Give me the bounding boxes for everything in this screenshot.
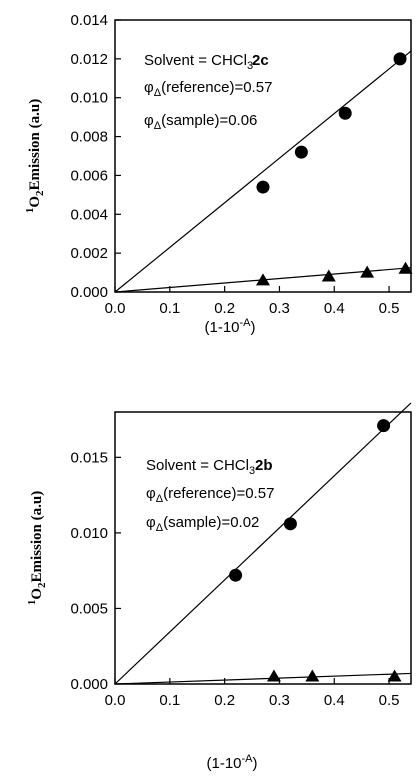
fit-line-circle [114, 402, 412, 685]
panel-label: 2c [252, 52, 269, 69]
x-tick-label: 0.5 [379, 692, 400, 709]
annotation-phi-sample: φΔ(sample)=0.06 [144, 112, 257, 132]
y-axis-label: 1O2Emission (a.u) [26, 491, 48, 605]
y-axis-label-o: O [29, 588, 45, 600]
y-tick-label: 0.006 [70, 167, 108, 184]
y-tick-label: 0.000 [70, 676, 108, 693]
data-point-triangle [321, 269, 336, 282]
x-tick-label: 0.2 [214, 300, 235, 317]
annotation-phi-sample: φΔ(sample)=0.02 [146, 514, 259, 534]
data-point-circle [256, 180, 270, 194]
data-point-triangle [360, 265, 375, 278]
y-axis: 0.000 0.002 0.004 0.006 0.008 0.010 0.012 0.014 [70, 12, 121, 301]
data-point-circle [294, 145, 308, 159]
x-tick-label: 0.0 [105, 692, 126, 709]
data-point-triangle [266, 669, 281, 682]
data-point-circle [377, 419, 391, 433]
data-point-circle [338, 106, 352, 120]
solvent-subscript: 3 [249, 465, 255, 477]
annotation-solvent: Solvent = CHCl3 [144, 52, 253, 72]
x-axis-label-main: (1-10 [206, 755, 241, 772]
x-axis-label-main: (1-10 [204, 319, 239, 336]
solvent-text: Solvent = CHCl [144, 52, 247, 69]
y-axis-label-sub: 2 [36, 582, 48, 588]
reference-value: (reference)=0.57 [161, 79, 272, 96]
x-tick-label: 0.3 [269, 300, 290, 317]
y-tick-label: 0.008 [70, 129, 108, 146]
x-axis-label-sup: -A [242, 753, 254, 765]
solvent-text: Solvent = CHCl [146, 457, 249, 474]
data-point-circle [283, 517, 297, 531]
data-point-triangle [398, 261, 413, 274]
y-tick-label: 0.014 [70, 12, 108, 29]
y-tick-label: 0.000 [70, 284, 108, 301]
y-axis: 0.000 0.005 0.010 0.015 [70, 449, 121, 693]
x-tick-label: 0.3 [269, 692, 290, 709]
y-tick-label: 0.015 [70, 449, 108, 466]
phi-symbol: φ [144, 112, 154, 129]
y-tick-label: 0.010 [70, 90, 108, 107]
y-axis-label-sub: 2 [34, 190, 46, 196]
data-point-triangle [305, 669, 320, 682]
data-point-circle [393, 52, 407, 66]
x-tick-label: 0.2 [214, 692, 235, 709]
panel-2c: 0.0000.0020.0040.0060.0080.0100.0120.014… [24, 12, 413, 336]
phi-symbol: φ [146, 485, 156, 502]
sample-value: (sample)=0.06 [161, 112, 257, 129]
sample-value: (sample)=0.02 [163, 514, 259, 531]
panel-label: 2b [255, 457, 273, 474]
y-axis-label: 1O2Emission (a.u) [24, 99, 46, 213]
x-tick-label: 0.1 [159, 692, 180, 709]
chart-marks [114, 50, 413, 293]
phi-symbol: φ [146, 514, 156, 531]
x-axis: 0.0 0.1 0.2 0.3 0.4 0.5 [105, 678, 400, 709]
y-axis-label-rest: Emission (a.u) [29, 491, 45, 583]
x-tick-label: 0.4 [324, 300, 345, 317]
y-tick-label: 0.005 [70, 600, 108, 617]
x-tick-label: 0.5 [379, 300, 400, 317]
x-axis-label: (1-10-A) [204, 317, 255, 336]
y-tick-label: 0.004 [70, 206, 108, 223]
plot-frame [114, 411, 412, 685]
x-axis-label: (1-10-A) [206, 753, 257, 772]
data-point-triangle [256, 273, 270, 286]
x-axis-label-close: ) [253, 755, 258, 772]
y-tick-label: 0.010 [70, 525, 108, 542]
plot-frame [114, 19, 412, 293]
y-tick-label: 0.002 [70, 245, 108, 262]
annotation-phi-reference: φΔ(reference)=0.57 [146, 485, 274, 505]
y-axis-label-o: O [27, 196, 43, 208]
reference-value: (reference)=0.57 [163, 485, 274, 502]
data-point-triangle [387, 669, 402, 682]
x-tick-label: 0.4 [324, 692, 345, 709]
annotation-phi-reference: φΔ(reference)=0.57 [144, 79, 272, 99]
annotation-solvent: Solvent = CHCl3 [146, 457, 255, 477]
y-axis-label-rest: Emission (a.u) [27, 99, 43, 191]
data-point-circle [229, 568, 243, 582]
y-axis-label-sup: 1 [26, 600, 38, 606]
delta-subscript: Δ [156, 493, 164, 505]
y-tick-label: 0.012 [70, 51, 108, 68]
phi-symbol: φ [144, 79, 154, 96]
y-axis-label-sup: 1 [24, 208, 36, 214]
solvent-subscript: 3 [247, 60, 253, 72]
x-axis-label-close: ) [251, 319, 256, 336]
delta-subscript: Δ [156, 522, 164, 534]
fit-line-circle [114, 50, 412, 293]
delta-subscript: Δ [154, 120, 162, 132]
x-tick-label: 0.1 [159, 300, 180, 317]
x-tick-label: 0.0 [105, 300, 126, 317]
chart-marks [114, 402, 412, 685]
x-axis: 0.0 0.1 0.2 0.3 0.4 0.5 [105, 286, 400, 317]
fit-line-triangle [114, 672, 412, 685]
delta-subscript: Δ [154, 87, 162, 99]
x-axis-label-sup: -A [240, 317, 252, 329]
